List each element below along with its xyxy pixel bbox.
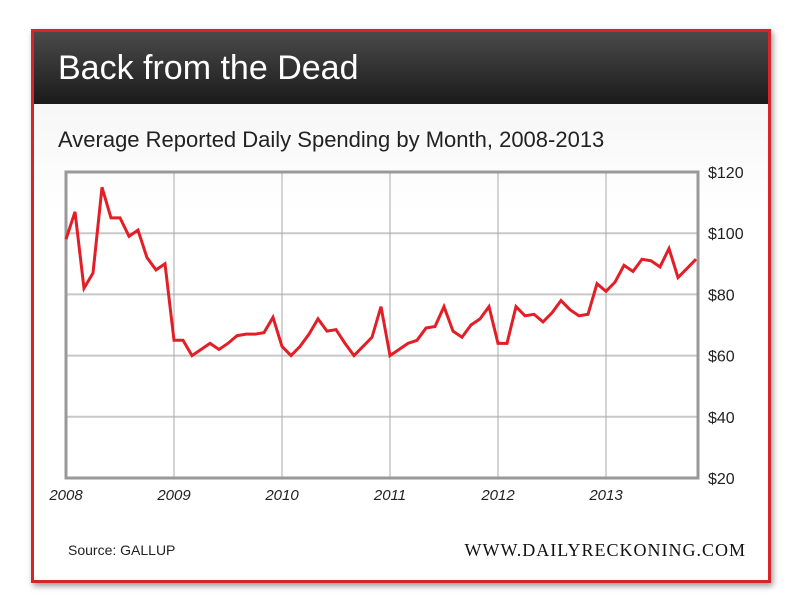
x-tick-label: 2012 — [480, 487, 515, 504]
source-label: Source: GALLUP — [68, 542, 176, 558]
y-tick-label: $80 — [708, 287, 735, 304]
x-tick-label: 2011 — [373, 487, 406, 504]
x-tick-label: 2013 — [588, 487, 623, 504]
y-tick-label: $120 — [708, 165, 744, 182]
y-tick-label: $40 — [708, 410, 735, 427]
chart-frame: Back from the Dead Average Reported Dail… — [31, 29, 771, 583]
plot-border — [64, 170, 700, 480]
x-tick-label: 2010 — [264, 487, 299, 504]
chart-header: Back from the Dead — [34, 32, 768, 104]
chart-title: Average Reported Daily Spending by Month… — [58, 127, 605, 152]
y-tick-label: $60 — [708, 349, 735, 366]
brand-url: WWW.DAILYRECKONING.COM — [464, 540, 746, 560]
x-tick-label: 2008 — [48, 487, 83, 504]
y-tick-label: $100 — [708, 226, 744, 243]
x-tick-label: 2009 — [156, 487, 191, 504]
y-tick-label: $20 — [708, 471, 735, 488]
series-line — [64, 186, 698, 359]
